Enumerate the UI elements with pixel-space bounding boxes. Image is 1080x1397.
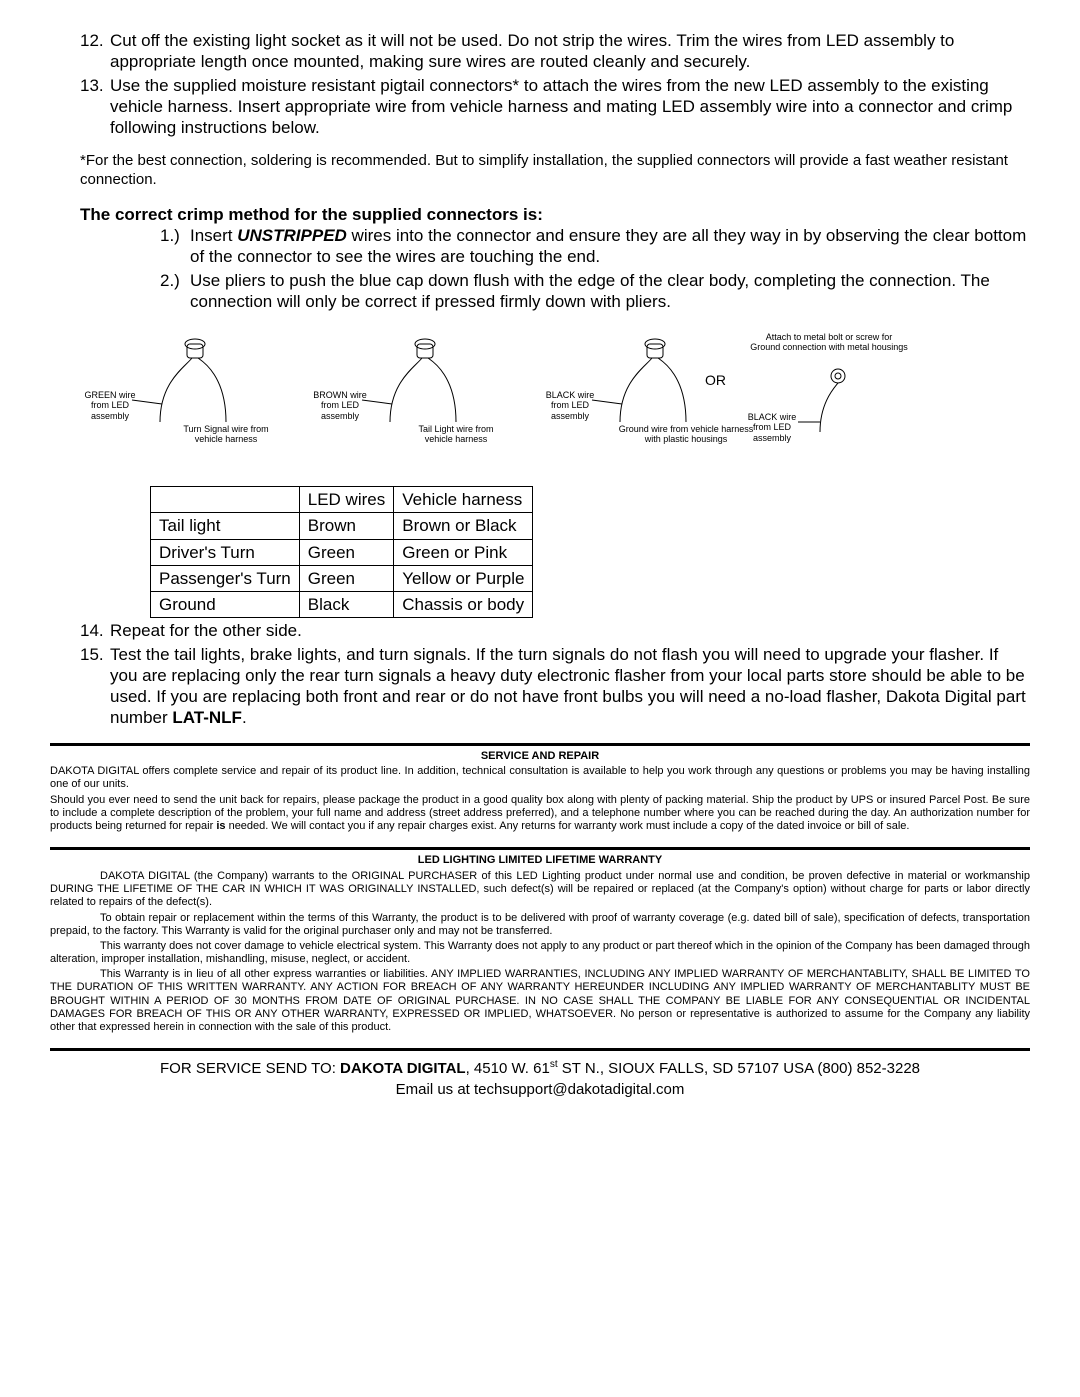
table-cell: Black	[299, 592, 393, 618]
crimp-steps: 1.) Insert UNSTRIPPED wires into the con…	[50, 225, 1030, 312]
connector-note: *For the best connection, soldering is r…	[80, 152, 1030, 190]
table-cell: Vehicle harness	[394, 487, 533, 513]
crimp-header-text: The correct crimp method for the supplie…	[80, 205, 537, 224]
step-text: Cut off the existing light socket as it …	[110, 30, 1030, 73]
instruction-list: 12. Cut off the existing light socket as…	[50, 30, 1030, 138]
company-name: DAKOTA DIGITAL	[340, 1060, 466, 1077]
step-text: Test the tail lights, brake lights, and …	[110, 644, 1030, 729]
step-number: 14.	[80, 620, 110, 641]
table-cell: Brown	[299, 513, 393, 539]
step-text: Use pliers to push the blue cap down flu…	[190, 270, 1030, 313]
step-13: 13. Use the supplied moisture resistant …	[80, 75, 1030, 139]
crimp-step-2: 2.) Use pliers to push the blue cap down…	[160, 270, 1030, 313]
step-number: 1.)	[160, 225, 190, 268]
diagram-label: BLACK wire from LED assembly	[742, 412, 802, 443]
step-number: 15.	[80, 644, 110, 729]
paragraph: DAKOTA DIGITAL offers complete service a…	[50, 765, 1030, 791]
table-cell: Green or Pink	[394, 539, 533, 565]
emphasis: UNSTRIPPED	[237, 226, 347, 245]
step-12: 12. Cut off the existing light socket as…	[80, 30, 1030, 73]
table-cell: Passenger's Turn	[151, 565, 300, 591]
step-14: 14. Repeat for the other side.	[80, 620, 1030, 641]
contact-email: Email us at techsupport@dakotadigital.co…	[50, 1081, 1030, 1100]
contact-block: FOR SERVICE SEND TO: DAKOTA DIGITAL, 451…	[50, 1059, 1030, 1100]
service-text: DAKOTA DIGITAL offers complete service a…	[50, 765, 1030, 833]
diagram-label: BLACK wire from LED assembly	[540, 390, 600, 421]
or-label: OR	[705, 372, 726, 388]
step-15: 15. Test the tail lights, brake lights, …	[80, 644, 1030, 729]
table-cell: Tail light	[151, 513, 300, 539]
paragraph: This Warranty is in lieu of all other ex…	[50, 968, 1030, 1034]
instruction-list-2: 14. Repeat for the other side. 15. Test …	[50, 620, 1030, 728]
emphasis: is	[216, 820, 225, 832]
table-cell: Chassis or body	[394, 592, 533, 618]
table-cell: Brown or Black	[394, 513, 533, 539]
table-row: Tail light Brown Brown or Black	[151, 513, 533, 539]
table-cell: LED wires	[299, 487, 393, 513]
warranty-header: LED LIGHTING LIMITED LIFETIME WARRANTY	[50, 854, 1030, 868]
diagram-label: BROWN wire from LED assembly	[310, 390, 370, 421]
part-number: LAT-NLF	[172, 708, 242, 727]
divider	[50, 847, 1030, 850]
diagram-label: Tail Light wire from vehicle harness	[406, 424, 506, 445]
table-row: Ground Black Chassis or body	[151, 592, 533, 618]
diagram-label: Ground wire from vehicle harness with pl…	[616, 424, 756, 445]
text-run: needed. We will contact you if any repai…	[226, 820, 910, 832]
table-cell: Ground	[151, 592, 300, 618]
ordinal-suffix: st	[550, 1059, 558, 1070]
text-run: , 4510 W. 61	[466, 1060, 550, 1077]
crimp-step-1: 1.) Insert UNSTRIPPED wires into the con…	[160, 225, 1030, 268]
service-header: SERVICE AND REPAIR	[50, 750, 1030, 764]
table-cell: Green	[299, 539, 393, 565]
step-text: Insert UNSTRIPPED wires into the connect…	[190, 225, 1030, 268]
divider	[50, 1048, 1030, 1051]
paragraph: DAKOTA DIGITAL (the Company) warrants to…	[50, 870, 1030, 910]
text-run: .	[242, 708, 247, 727]
step-number: 13.	[80, 75, 110, 139]
diagram-label: GREEN wire from LED assembly	[80, 390, 140, 421]
step-text: Repeat for the other side.	[110, 620, 1030, 641]
crimp-header: The correct crimp method for the supplie…	[80, 204, 1030, 225]
table-cell: Yellow or Purple	[394, 565, 533, 591]
table-row: Passenger's Turn Green Yellow or Purple	[151, 565, 533, 591]
table-row: Driver's Turn Green Green or Pink	[151, 539, 533, 565]
contact-address: FOR SERVICE SEND TO: DAKOTA DIGITAL, 451…	[50, 1059, 1030, 1079]
step-text: Use the supplied moisture resistant pigt…	[110, 75, 1030, 139]
table-cell: Green	[299, 565, 393, 591]
wiring-diagrams: GREEN wire from LED assembly Turn Signal…	[80, 332, 1030, 472]
table-cell	[151, 487, 300, 513]
paragraph: To obtain repair or replacement within t…	[50, 912, 1030, 938]
paragraph: Should you ever need to send the unit ba…	[50, 794, 1030, 834]
divider	[50, 743, 1030, 746]
step-number: 12.	[80, 30, 110, 73]
text-run: FOR SERVICE SEND TO:	[160, 1060, 340, 1077]
step-number: 2.)	[160, 270, 190, 313]
diagram-label: Attach to metal bolt or screw for Ground…	[750, 332, 908, 353]
table-row: LED wires Vehicle harness	[151, 487, 533, 513]
wire-color-table: LED wires Vehicle harness Tail light Bro…	[150, 486, 533, 618]
text-run: ST N., SIOUX FALLS, SD 57107 USA (800) 8…	[558, 1060, 920, 1077]
diagram-label: Turn Signal wire from vehicle harness	[176, 424, 276, 445]
text-run: Insert	[190, 226, 237, 245]
table-cell: Driver's Turn	[151, 539, 300, 565]
paragraph: This warranty does not cover damage to v…	[50, 940, 1030, 966]
warranty-text: DAKOTA DIGITAL (the Company) warrants to…	[50, 870, 1030, 1034]
text-run: Test the tail lights, brake lights, and …	[110, 645, 1026, 728]
